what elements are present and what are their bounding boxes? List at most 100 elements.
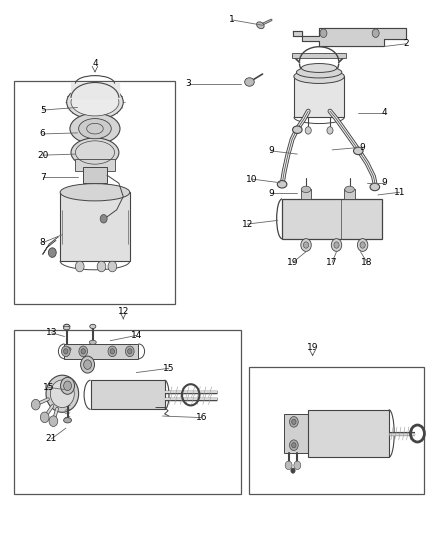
Text: 9: 9 — [268, 189, 274, 198]
Circle shape — [48, 248, 56, 257]
Circle shape — [290, 440, 298, 450]
Ellipse shape — [67, 85, 123, 119]
Circle shape — [32, 399, 40, 410]
Circle shape — [357, 239, 368, 252]
Circle shape — [75, 261, 84, 272]
Text: 13: 13 — [46, 328, 57, 337]
Circle shape — [292, 442, 296, 448]
Circle shape — [327, 127, 333, 134]
Bar — [14, 330, 241, 495]
Text: 10: 10 — [246, 174, 258, 183]
Bar — [90, 183, 100, 191]
Circle shape — [304, 242, 309, 248]
Text: 2: 2 — [403, 39, 409, 49]
Text: 19: 19 — [307, 343, 318, 352]
Circle shape — [285, 461, 292, 470]
Circle shape — [108, 346, 117, 357]
Circle shape — [360, 242, 365, 248]
Ellipse shape — [90, 324, 96, 328]
Text: 5: 5 — [40, 106, 46, 115]
Bar — [91, 380, 165, 409]
Ellipse shape — [71, 88, 119, 116]
Ellipse shape — [62, 347, 71, 352]
Ellipse shape — [46, 375, 79, 413]
Bar — [294, 76, 344, 117]
Circle shape — [291, 468, 295, 473]
Text: 9: 9 — [268, 147, 274, 156]
Bar — [308, 410, 389, 457]
Ellipse shape — [81, 356, 95, 373]
Ellipse shape — [60, 184, 130, 201]
Text: 8: 8 — [40, 238, 46, 247]
Ellipse shape — [370, 183, 380, 191]
Ellipse shape — [293, 126, 302, 133]
Ellipse shape — [297, 67, 342, 78]
Ellipse shape — [84, 360, 92, 369]
Text: 19: 19 — [287, 258, 299, 266]
Circle shape — [81, 349, 85, 354]
Circle shape — [40, 412, 49, 423]
Ellipse shape — [301, 63, 337, 72]
Text: 20: 20 — [37, 151, 49, 160]
Bar — [75, 159, 115, 171]
Circle shape — [108, 261, 117, 272]
Ellipse shape — [70, 114, 120, 144]
Circle shape — [301, 239, 311, 252]
Text: 14: 14 — [131, 331, 142, 340]
Bar — [344, 189, 355, 199]
Circle shape — [290, 417, 298, 427]
Ellipse shape — [50, 380, 74, 408]
Ellipse shape — [257, 22, 264, 29]
Ellipse shape — [64, 381, 71, 391]
Circle shape — [49, 416, 58, 426]
Bar — [292, 53, 346, 58]
Text: 9: 9 — [381, 178, 387, 187]
Text: 9: 9 — [360, 143, 365, 152]
Ellipse shape — [345, 186, 354, 192]
Circle shape — [320, 29, 327, 37]
Ellipse shape — [64, 418, 71, 423]
Text: 3: 3 — [186, 79, 191, 88]
Text: 16: 16 — [196, 413, 207, 422]
Circle shape — [64, 349, 68, 354]
Circle shape — [110, 349, 115, 354]
Circle shape — [100, 215, 107, 223]
Circle shape — [292, 419, 296, 424]
Circle shape — [97, 261, 106, 272]
Ellipse shape — [89, 340, 96, 344]
Circle shape — [125, 346, 134, 357]
Bar — [250, 367, 424, 495]
Bar — [301, 189, 311, 199]
Circle shape — [372, 29, 379, 37]
Bar — [64, 344, 138, 359]
Bar — [14, 81, 176, 304]
Ellipse shape — [245, 78, 254, 86]
Text: 18: 18 — [361, 258, 373, 266]
Text: 15: 15 — [42, 383, 54, 392]
Circle shape — [334, 242, 339, 248]
Text: 7: 7 — [40, 173, 46, 182]
Text: 17: 17 — [326, 258, 338, 266]
Text: 4: 4 — [381, 108, 387, 117]
Polygon shape — [293, 28, 406, 46]
Text: 11: 11 — [394, 188, 405, 197]
Bar — [83, 167, 107, 183]
Text: 15: 15 — [163, 364, 175, 373]
Bar — [284, 414, 308, 453]
Ellipse shape — [60, 377, 74, 394]
Ellipse shape — [71, 138, 119, 167]
Text: 4: 4 — [92, 60, 98, 68]
Ellipse shape — [277, 181, 287, 188]
Bar — [282, 199, 382, 239]
Text: 12: 12 — [117, 307, 129, 316]
Circle shape — [331, 239, 342, 252]
Ellipse shape — [353, 147, 363, 155]
Text: 1: 1 — [229, 15, 235, 25]
Circle shape — [79, 346, 88, 357]
Bar — [60, 192, 130, 261]
Ellipse shape — [301, 186, 311, 192]
Ellipse shape — [79, 118, 111, 139]
Ellipse shape — [294, 69, 344, 84]
Text: 21: 21 — [46, 434, 57, 443]
Circle shape — [127, 349, 132, 354]
